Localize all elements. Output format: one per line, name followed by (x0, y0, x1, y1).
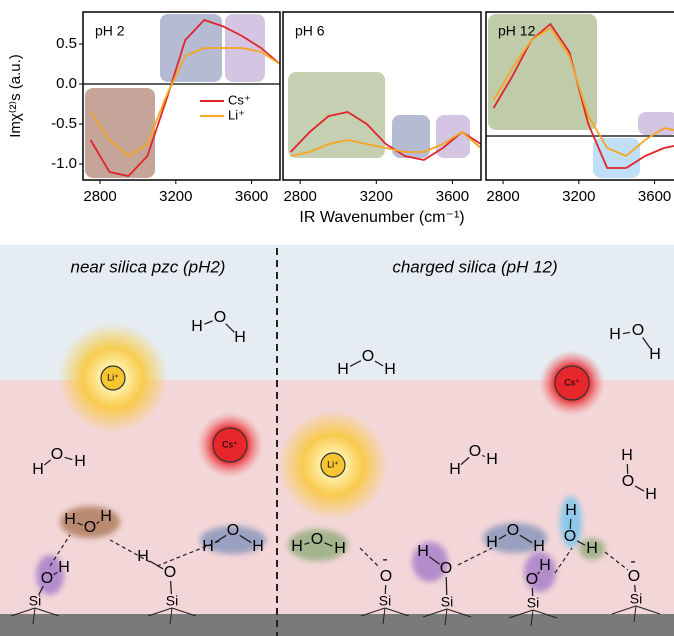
y-tick-label: -0.5 (51, 115, 77, 132)
atom: O (311, 531, 323, 548)
atom: O (628, 568, 640, 585)
atom: H (252, 538, 264, 555)
atom: O (362, 348, 374, 365)
atom: H (621, 447, 633, 464)
right-title: charged silica (pH 12) (392, 257, 557, 276)
y-tick-label: 0.5 (56, 35, 77, 52)
atom: H (384, 361, 396, 378)
x-tick-label: 3200 (562, 188, 595, 205)
atom: H (137, 548, 149, 565)
atom: H (565, 502, 577, 519)
atom: H (64, 511, 76, 528)
atom: O (440, 560, 452, 577)
panel-title: pH 6 (295, 23, 325, 39)
band-highlight (638, 112, 674, 135)
atom: H (609, 326, 621, 343)
ion-label: Cs⁺ (222, 439, 238, 449)
spectra: pH 2 2800 3200 3600 -1.0 -0.5 0.0 0.5 Imχ⁽²⁾s (a… (7, 12, 674, 226)
panel-title: pH 12 (498, 23, 536, 39)
atom: H (417, 543, 429, 560)
atom: H (58, 559, 70, 576)
atom: H (337, 361, 349, 378)
atom: H (74, 453, 86, 470)
atom: H (191, 318, 203, 335)
bond (446, 577, 447, 595)
band-highlight (436, 115, 470, 158)
left-title: near silica pzc (pH2) (71, 257, 226, 276)
atom: H (645, 486, 657, 503)
atom: O (507, 522, 519, 539)
figure: near silica pzc (pH2) charged silica (pH… (0, 0, 674, 636)
atom: H (486, 451, 498, 468)
page: near silica pzc (pH2) charged silica (pH… (0, 0, 674, 636)
atom: O (164, 564, 176, 581)
atom: H (100, 508, 112, 525)
band-highlight (593, 138, 640, 178)
atom: Si (441, 594, 453, 610)
atom: H (449, 461, 461, 478)
legend-label: Cs⁺ (228, 92, 251, 107)
atom: O (632, 322, 644, 339)
y-tick-label: 0.0 (56, 75, 77, 92)
x-tick-label: 3600 (436, 188, 469, 205)
ion-label: Cs⁺ (564, 377, 580, 387)
atom: - (382, 551, 387, 568)
x-tick-label: 2800 (83, 188, 116, 205)
atom: H (234, 329, 246, 346)
x-tick-label: 3600 (235, 188, 268, 205)
atom: O (380, 568, 392, 585)
atom: O (469, 443, 481, 460)
panel-title: pH 2 (95, 23, 125, 39)
atom: O (227, 522, 239, 539)
atom: Si (379, 593, 391, 609)
atom: O (564, 528, 576, 545)
x-tick-label: 3600 (638, 188, 671, 205)
atom: H (649, 346, 661, 363)
atom: H (533, 538, 545, 555)
atom: O (51, 446, 63, 463)
atom: Si (630, 591, 642, 607)
ion-label: Li⁺ (107, 372, 119, 382)
ion-label: Li⁺ (327, 459, 339, 469)
atom: H (586, 540, 598, 557)
x-tick-label: 2800 (486, 188, 519, 205)
atom: H (539, 557, 551, 574)
atom: O (84, 519, 96, 536)
atom: Si (527, 595, 539, 611)
atom: O (526, 571, 538, 588)
atom: H (486, 534, 498, 551)
x-tick-label: 3200 (360, 188, 393, 205)
atom: O (41, 570, 53, 587)
atom: O (622, 473, 634, 490)
x-tick-label: 3200 (159, 188, 192, 205)
legend-label: Li⁺ (228, 107, 245, 122)
band-highlight (85, 88, 155, 178)
atom: H (32, 461, 44, 478)
y-axis-title: Imχ⁽²⁾s (a.u.) (7, 54, 24, 138)
atom: H (334, 540, 346, 557)
atom: Si (166, 593, 178, 609)
x-axis-title: IR Wavenumber (cm⁻¹) (299, 209, 464, 226)
y-tick-label: -1.0 (51, 155, 77, 172)
atom: Si (29, 593, 41, 609)
silica-surface (0, 614, 674, 636)
atom: H (291, 538, 303, 555)
atom: O (214, 309, 226, 326)
x-tick-label: 2800 (283, 188, 316, 205)
